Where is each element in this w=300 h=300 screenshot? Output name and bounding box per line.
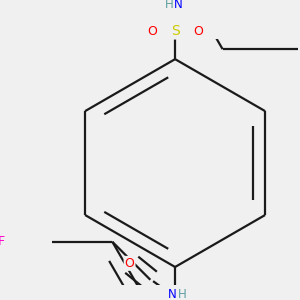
Text: O: O [147, 25, 157, 38]
Text: S: S [171, 25, 179, 38]
Text: O: O [124, 257, 134, 270]
Text: N: N [168, 288, 177, 300]
Text: H: H [165, 0, 173, 11]
Text: F: F [0, 235, 5, 248]
Text: H: H [178, 288, 186, 300]
Text: O: O [194, 25, 203, 38]
Text: N: N [174, 0, 183, 11]
